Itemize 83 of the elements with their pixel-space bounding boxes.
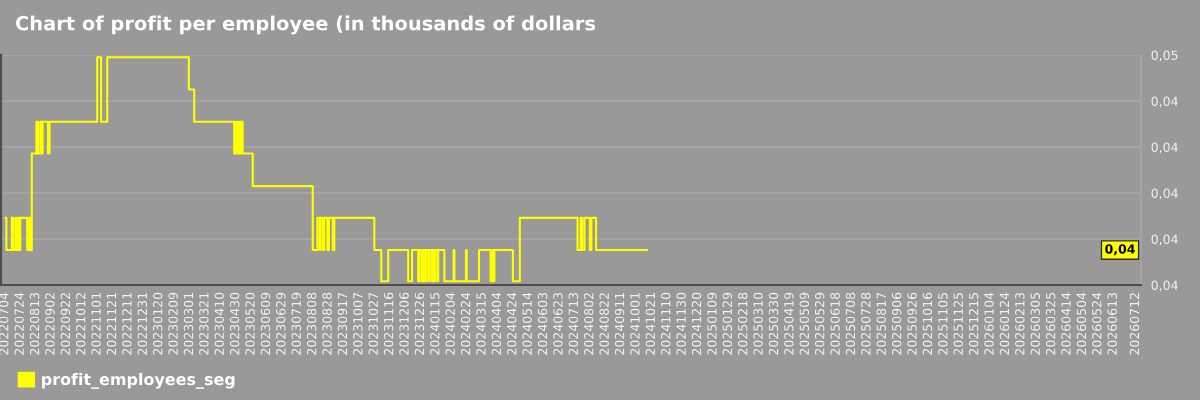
- x-tick-label: 20240911: [614, 293, 625, 355]
- x-tick-label: 20241001: [630, 293, 640, 355]
- x-tick-label: 20240802: [584, 293, 594, 355]
- x-tick-label: 20260305: [1030, 293, 1040, 355]
- x-tick-label: 20230410: [214, 292, 225, 355]
- x-tick-label: 20230828: [322, 292, 332, 355]
- x-tick-label: 20220813: [29, 292, 40, 355]
- x-tick-label: 20230808: [306, 292, 317, 355]
- x-tick-label: 20230209: [168, 292, 178, 355]
- x-tick-label: 20251105: [938, 293, 948, 355]
- x-tick-label: 20230629: [276, 292, 286, 355]
- chart-title: Chart of profit per employee (in thousands of dollars: [15, 15, 596, 35]
- x-tick-label: 20230520: [245, 292, 255, 355]
- x-tick-label: 20231116: [383, 292, 394, 355]
- x-tick-label: 20240224: [460, 292, 471, 355]
- x-tick-label: 20240713: [568, 292, 579, 355]
- x-tick-label: 20250708: [845, 292, 856, 355]
- x-tick-label: 20230301: [183, 293, 194, 355]
- x-tick-label: 20251016: [922, 292, 933, 355]
- x-tick-label: 20230120: [152, 292, 163, 355]
- x-tick-label: 20241220: [691, 292, 702, 355]
- x-tick-label: 20240424: [507, 292, 517, 355]
- x-tick-label: 20250728: [861, 292, 871, 355]
- y-tick-label: 0,04: [1151, 188, 1178, 200]
- x-tick-label: 20260414: [1061, 292, 1071, 355]
- x-tick-label: 20251125: [953, 293, 963, 355]
- x-tick-label: 20250906: [891, 292, 902, 355]
- x-tick-label: 20230430: [229, 292, 240, 355]
- x-tick-label: 20240115: [430, 293, 440, 355]
- x-tick-label: 20221121: [106, 293, 117, 355]
- x-tick-label: 20260124: [999, 292, 1010, 355]
- x-tick-label: 20241130: [676, 292, 686, 355]
- x-tick-label: 20240404: [491, 292, 502, 355]
- x-tick-label: 20231027: [368, 293, 378, 355]
- y-tick-label: 0,05: [1151, 50, 1178, 62]
- x-tick-label: 20250618: [830, 292, 840, 355]
- x-tick-label: 20240623: [553, 292, 563, 355]
- x-tick-label: 20260504: [1076, 292, 1087, 355]
- x-tick-label: 20250509: [799, 292, 810, 355]
- x-tick-label: 20240514: [522, 292, 532, 355]
- x-tick-label: 20230719: [291, 292, 301, 355]
- x-tick-label: 20220724: [14, 292, 24, 355]
- x-tick-label: 20221231: [137, 293, 148, 355]
- x-tick-label: 20220704: [0, 292, 9, 355]
- legend-label: profit_employees_seg: [42, 372, 235, 389]
- x-tick-label: 20221101: [91, 293, 101, 355]
- x-tick-label: 20260613: [1107, 292, 1117, 355]
- y-tick-label: 0,04: [1151, 234, 1178, 246]
- x-tick-label: 20240603: [537, 292, 548, 355]
- x-tick-label: 20250129: [722, 292, 733, 355]
- x-tick-label: 20260213: [1015, 292, 1025, 355]
- x-tick-label: 20220922: [60, 293, 71, 355]
- x-tick-label: 20241021: [645, 293, 656, 355]
- x-tick-label: 20250419: [784, 292, 794, 355]
- x-tick-label: 20231007: [353, 293, 363, 355]
- x-tick-label: 20260325: [1045, 293, 1056, 355]
- x-tick-label: 20240315: [476, 293, 486, 355]
- x-tick-label: 20260104: [984, 292, 994, 355]
- x-tick-label: 20230321: [199, 293, 209, 355]
- x-tick-label: 20221211: [122, 293, 132, 355]
- x-tick-label: 20251215: [968, 293, 979, 355]
- x-tick-label: 20241110: [661, 292, 671, 355]
- y-tick-label: 0,04: [1151, 96, 1178, 108]
- x-tick-label: 20250817: [876, 293, 886, 355]
- x-tick-label: 20260712: [1129, 293, 1140, 355]
- x-tick-label: 20220902: [45, 293, 55, 355]
- x-tick-label: 20240822: [599, 293, 609, 355]
- x-tick-label: 20260524: [1092, 292, 1102, 355]
- x-tick-label: 20250330: [768, 292, 779, 355]
- x-tick-label: 20230917: [337, 293, 348, 355]
- x-tick-label: 20231206: [399, 292, 409, 355]
- x-tick-label: 20221012: [76, 293, 86, 355]
- x-tick-label: 20250218: [737, 292, 748, 355]
- x-tick-label: 20250529: [814, 292, 825, 355]
- y-tick-label: 0,04: [1151, 142, 1178, 154]
- x-tick-label: 20250109: [707, 292, 717, 355]
- x-tick-label: 20250926: [907, 292, 917, 355]
- annotation: 0,04: [1105, 244, 1135, 256]
- y-tick-label: 0,04: [1151, 280, 1178, 292]
- x-tick-label: 20250310: [753, 292, 763, 355]
- x-tick-label: 20231226: [414, 292, 425, 355]
- x-tick-label: 20230609: [260, 292, 271, 355]
- x-tick-label: 20240204: [445, 292, 455, 355]
